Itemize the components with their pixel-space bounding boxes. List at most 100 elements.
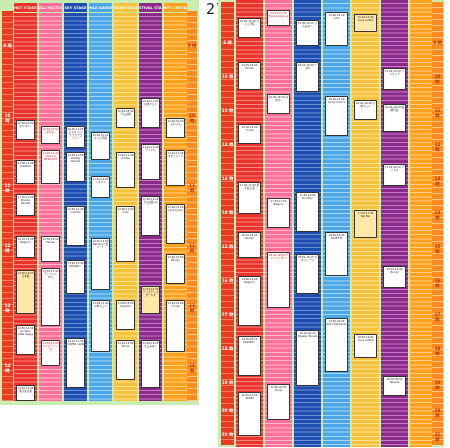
hour-label: 12 時 [434,142,441,152]
hour-label: 19 時 [434,380,441,390]
performance-slot[interactable]: 17:20-17:40 Bel Bel [354,210,377,238]
performance-slot[interactable]: 13:10-13:30 アップアップガールズ [141,286,160,314]
hour-label: 13 時 [189,303,195,313]
performance-slot[interactable]: 10:50-11:10 さくら学院 [91,132,110,160]
performance-slot[interactable]: 12:00-12:20 Juice=Juice [166,204,185,244]
performance-slot[interactable]: 19:40-20:00 Doll☆Elements [325,318,348,372]
hour-label: 21 時 [221,432,234,437]
hour-label: 11 時 [4,183,11,193]
hour-label: 10 時 [221,74,234,79]
hour-label: 14 時 [434,210,441,220]
performance-slot[interactable]: 16:10-16:30 ミスiD [296,62,319,92]
performance-slot[interactable]: 14:35-14:55 東京女子流 [16,385,35,401]
stage-header: DOLL FACTORY [39,3,62,12]
performance-slot[interactable]: 12:10-12:30 Negicco [16,236,35,258]
performance-slot[interactable]: 10:45-11:05 チャオ ベッラ チンクエッティ [66,126,85,148]
performance-slot[interactable]: 15:00-15:20 LinQ [325,12,348,46]
performance-slot[interactable]: 10:30-10:50 マジカル☆ [16,120,35,140]
hour-label: 20 時 [221,408,234,413]
hour-label: 12 時 [221,142,234,147]
hour-label: 11 時 [434,108,441,118]
hour-label: 20 時 [434,408,441,418]
hour-label: 21 時 [434,432,441,442]
stage-column [323,0,350,447]
performance-slot[interactable]: 18:50-19:10 スマイレージ [296,254,319,294]
performance-slot[interactable]: 17:30-17:50 Negicco [267,198,290,228]
performance-slot[interactable]: 12:00-12:20 LinQ [116,206,135,262]
performance-slot[interactable]: 11:10-11:30 スマイレージ [166,150,185,186]
performance-slot[interactable]: 10:20-10:40 でんぱ組 [116,108,135,128]
performance-slot[interactable]: 16:30-16:50 最終公演 [383,104,406,132]
performance-slot[interactable]: 13:10-13:30 アイドリング!!! [41,268,60,326]
performance-slot[interactable]: 16:00-16:20 ぱすぽ☆ [267,94,290,114]
performance-slot[interactable]: 15:00-15:20 さくら学院 [238,18,261,38]
performance-slot[interactable]: 13:00-13:20 Cupitron [116,300,135,330]
performance-slot[interactable]: 11:30-11:50 Cheeky Parade [16,194,35,216]
performance-slot[interactable]: 10:30-10:50 ぱすぽ☆ [41,126,60,144]
performance-slot[interactable]: 14:00-14:20 ベイビーレイズ [41,340,60,366]
performance-slot[interactable]: 20:30-20:50 Special [383,376,406,396]
performance-slot[interactable]: 13:50-14:10 Dorothy Little Happy [16,325,35,355]
hour-label: 13 時 [434,176,441,186]
performance-slot[interactable]: 15:20-15:40 Love La Bell [354,14,377,32]
performance-slot[interactable]: 11:00-11:20 Creative [16,160,35,184]
performance-slot[interactable]: 19:10-19:30 Berryz [383,266,406,288]
performance-slot[interactable]: 18:20-18:40 GALETTe [325,232,348,276]
hour-label: 14 時 [4,363,11,373]
hour-label: 16 時 [221,278,234,283]
performance-slot[interactable]: 13:20-13:40 ひめキュン [91,300,110,352]
performance-slot[interactable]: 16:40-17:00 Lucky Color's [325,96,348,136]
performance-slot[interactable]: 13:40-14:00 9nine [116,340,135,380]
performance-slot[interactable]: 12:30-12:50 Fairies [41,236,60,262]
performance-slot[interactable]: 12:20-12:40 Colorful [66,206,85,246]
hour-label: 9 時 [433,40,442,45]
performance-slot[interactable]: 11:10-11:30 predia [116,152,135,188]
performance-slot[interactable]: 19:00-19:20 Negicco [238,276,261,326]
hour-label: 14 時 [221,210,234,215]
hour-label: 13 時 [4,303,11,313]
performance-slot[interactable]: 20:00-20:20 9nine [267,384,290,420]
performance-slot[interactable]: 10:40-11:00 ひめキュン [141,98,160,128]
performance-slot[interactable]: 12:00-12:20 でんぱ組.inc [141,196,160,236]
stage-header: FESTIVAL STAGE [139,3,162,12]
performance-slot[interactable]: 13:00-13:20 乃木坂 [16,270,35,314]
performance-slot[interactable]: 11:20-11:40 Tokyo 3 MEN LOST [41,150,60,184]
performance-slot[interactable]: 20:40-21:00 SKE48 [238,392,261,436]
hour-label: 17 時 [434,312,441,322]
performance-slot[interactable]: 20:10-20:30 Cheeky Parade [296,330,319,386]
hour-label: 10 時 [434,74,441,84]
performance-slot[interactable]: 15:00-15:20 ミニライブ [383,68,406,90]
performance-slot[interactable]: 17:20-17:40 東京女子流 [238,182,261,214]
hour-label: 11 時 [221,108,234,113]
performance-slot[interactable]: 16:30-16:50 ℃-ute [238,124,261,144]
hour-label: 11 時 [189,183,195,193]
performance-slot[interactable]: 17:40-18:00 Dorothy [296,192,319,232]
performance-slot[interactable]: 11:30-11:50 Cheeky Parade [66,152,85,182]
performance-slot[interactable]: 18:40-19:00 アイドリング!!! [267,252,290,308]
performance-slot[interactable]: 15:10-15:30 Fresh Girls Live [267,10,290,26]
performance-slot[interactable]: 17:50-18:10 アイドル [383,164,406,186]
hour-label: 15 時 [434,244,441,254]
stage-column [410,0,432,447]
time-gutter-right: 9 時 10 時 11 時 12 時 13 時 14 時 15 時 16 時 1… [432,2,443,445]
performance-slot[interactable]: 11:40-12:00 トマパイ [91,176,110,198]
performance-slot[interactable]: 12:40-13:00 Berryz [166,254,185,284]
performance-slot[interactable]: 12:30-12:50 Bellring少女ハート [91,238,110,290]
performance-slot[interactable]: 18:40-19:00 Love La Bell [354,334,377,358]
performance-slot[interactable]: 18:10-18:30 Berryz [238,232,261,258]
performance-slot[interactable]: 13:40-14:00 ℃-ute [166,300,185,352]
performance-slot[interactable]: 13:20-13:40 PASSPO☆ [66,260,85,294]
performance-slot[interactable]: 15:40-16:00 Fairies [238,62,261,90]
performance-slot[interactable]: 16:20-16:40 ひめキュン [354,100,377,120]
hour-label: 9 時 [3,43,12,48]
performance-slot[interactable]: 15:00-15:20 さんみゅ〜 [296,20,319,46]
performance-slot[interactable]: 19:50-20:10 PASSPO☆ [238,336,261,376]
performance-slot[interactable]: 14:10-14:30 SUPER☆GiRLS [66,338,85,388]
performance-slot[interactable]: 10:30-10:50 ももいろ [166,118,185,138]
time-gutter-right: 9 時 10 時 11 時 12 時 13 時 14 時 [187,11,197,401]
hour-label: 14 時 [189,363,195,373]
performance-slot[interactable]: 14:00-14:20 さんみゅ〜 [141,340,160,388]
performance-slot[interactable]: 11:20-11:40 アイドル [141,144,160,180]
